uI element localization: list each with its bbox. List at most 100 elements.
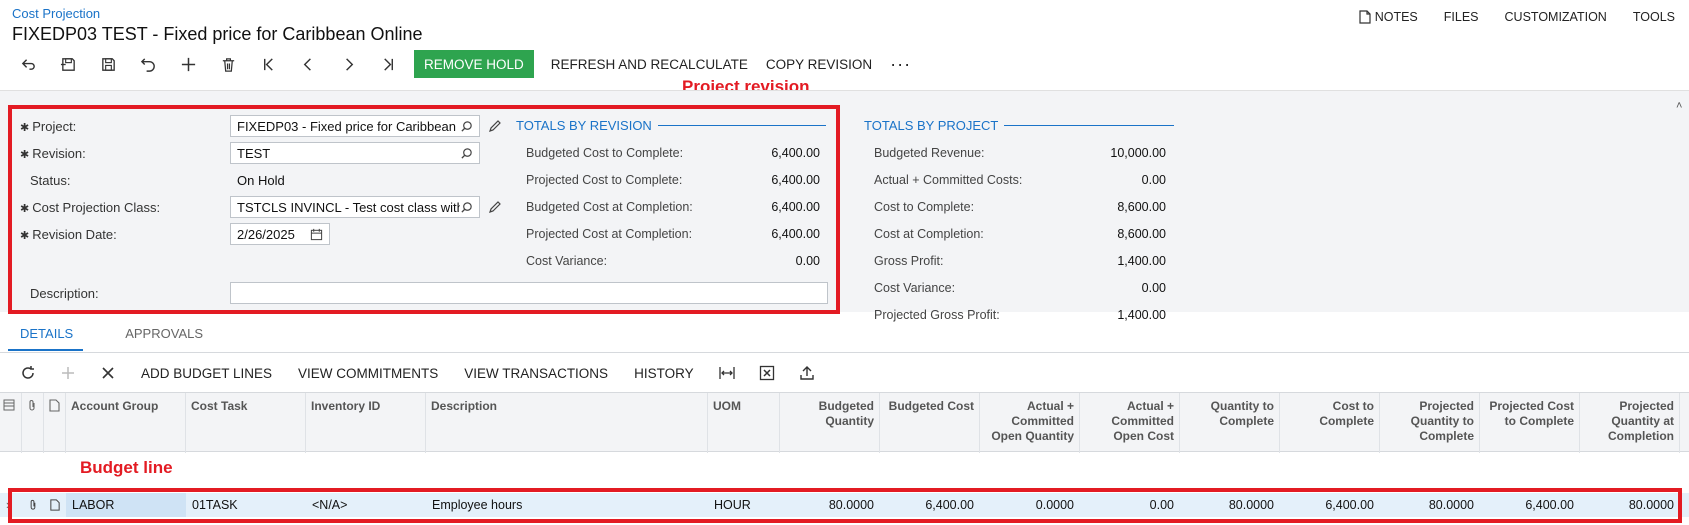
previous-record-button[interactable]	[288, 50, 328, 78]
more-actions-button[interactable]: ···	[890, 53, 912, 74]
note-icon	[49, 399, 60, 412]
column-header-projected-quantity-at-completion[interactable]: Projected Quantity at Completion	[1580, 393, 1680, 453]
tab-approvals[interactable]: APPROVALS	[125, 326, 204, 341]
view-commitments-button[interactable]: VIEW COMMITMENTS	[298, 365, 439, 381]
search-icon[interactable]	[460, 201, 473, 214]
plus-icon	[62, 367, 74, 379]
totals-by-project-header: TOTALS BY PROJECT	[864, 118, 1174, 133]
column-header-budgeted-quantity[interactable]: Budgeted Quantity	[780, 393, 880, 453]
cost-projection-class-label: ✱ Cost Projection Class:	[20, 200, 161, 215]
cost-projection-class-selector[interactable]: TSTCLS INVINCL - Test cost class with in…	[230, 196, 480, 218]
add-budget-lines-button[interactable]: ADD BUDGET LINES	[141, 365, 273, 381]
column-header-cost-task[interactable]: Cost Task	[186, 393, 306, 453]
projected-cost-to-complete-value: 6,400.00	[771, 173, 820, 187]
cell-projected-quantity-to-complete[interactable]: 80.0000	[1428, 498, 1474, 512]
totals-by-revision-header: TOTALS BY REVISION	[516, 118, 826, 133]
table-row[interactable]: › LABOR 01TASK <N/A> Employee hours HOUR…	[0, 493, 1689, 517]
cell-description[interactable]: Employee hours	[432, 498, 523, 512]
budgeted-cost-at-completion-label: Budgeted Cost at Completion:	[526, 200, 693, 214]
column-header-actual-committed-open-cost[interactable]: Actual + Committed Open Cost	[1080, 393, 1180, 453]
row-selector-header[interactable]	[0, 393, 22, 453]
last-record-button[interactable]	[368, 50, 408, 78]
cell-projected-quantity-at-completion[interactable]: 80.0000	[1628, 498, 1674, 512]
cell-budgeted-quantity[interactable]: 80.0000	[828, 498, 874, 512]
edit-class-pencil-icon[interactable]	[488, 200, 502, 214]
annotation-box-budget-line	[8, 488, 1682, 523]
cell-inventory-id[interactable]: <N/A>	[312, 498, 348, 512]
first-record-button[interactable]	[248, 50, 288, 78]
upload-button[interactable]	[787, 360, 827, 386]
revision-cost-variance-value: 0.00	[795, 254, 820, 268]
column-header-description[interactable]: Description	[426, 393, 708, 453]
projected-gross-profit-value: 1,400.00	[1117, 308, 1166, 322]
export-excel-button[interactable]	[747, 360, 787, 386]
refresh-button[interactable]	[8, 360, 48, 386]
files-link[interactable]: FILES	[1443, 10, 1479, 24]
undo-button[interactable]	[128, 50, 168, 78]
cell-cost-task[interactable]: 01TASK	[192, 498, 238, 512]
column-header-projected-cost-to-complete[interactable]: Projected Cost to Complete	[1480, 393, 1580, 453]
fit-width-icon	[718, 367, 735, 379]
delete-row-button[interactable]	[88, 360, 128, 386]
breadcrumb[interactable]: Cost Projection	[12, 6, 101, 21]
required-icon: ✱	[20, 230, 30, 242]
history-button[interactable]: HISTORY	[634, 365, 694, 381]
column-settings-icon	[3, 399, 15, 411]
column-header-actual-committed-open-quantity[interactable]: Actual + Committed Open Quantity	[980, 393, 1080, 453]
page-title: FIXEDP03 TEST - Fixed price for Caribbea…	[12, 24, 423, 44]
column-header-cost-to-complete[interactable]: Cost to Complete	[1280, 393, 1380, 453]
budgeted-cost-to-complete-label: Budgeted Cost to Complete:	[526, 146, 684, 160]
undo-icon	[140, 57, 155, 72]
tools-link[interactable]: TOOLS	[1632, 10, 1675, 24]
last-icon	[383, 57, 393, 71]
cell-uom[interactable]: HOUR	[714, 498, 751, 512]
column-header-budgeted-cost[interactable]: Budgeted Cost	[880, 393, 980, 453]
row-note[interactable]	[44, 493, 66, 517]
view-transactions-button[interactable]: VIEW TRANSACTIONS	[464, 365, 609, 381]
add-row-button[interactable]	[48, 360, 88, 386]
search-icon[interactable]	[460, 120, 473, 133]
save-button[interactable]	[88, 50, 128, 78]
fit-columns-button[interactable]	[707, 360, 747, 386]
remove-hold-button[interactable]: REMOVE HOLD	[414, 50, 534, 78]
column-header-account-group[interactable]: Account Group	[66, 393, 186, 453]
annotation-box-project-revision	[8, 105, 840, 314]
cell-actual-committed-open-quantity[interactable]: 0.0000	[1035, 498, 1074, 512]
notes-link[interactable]: NOTES	[1359, 10, 1418, 24]
column-header-inventory-id[interactable]: Inventory ID	[306, 393, 426, 453]
search-icon[interactable]	[460, 147, 473, 160]
cell-account-group[interactable]: LABOR	[66, 493, 186, 517]
copy-revision-button[interactable]: COPY REVISION	[765, 56, 873, 72]
revision-date-label: ✱ Revision Date:	[20, 227, 117, 242]
add-button[interactable]	[168, 50, 208, 78]
annotation-budget-line: Budget line	[80, 458, 173, 477]
column-header-projected-quantity-to-complete[interactable]: Projected Quantity to Complete	[1380, 393, 1480, 453]
chevron-right-icon	[345, 57, 353, 71]
revision-selector[interactable]: TEST	[230, 142, 480, 164]
revision-date-input[interactable]: 2/26/2025	[230, 223, 330, 245]
cell-projected-cost-to-complete[interactable]: 6,400.00	[1525, 498, 1574, 512]
collapse-panel-icon[interactable]: ˄	[1676, 100, 1683, 112]
cell-cost-to-complete[interactable]: 6,400.00	[1325, 498, 1374, 512]
description-input[interactable]	[230, 282, 828, 304]
column-header-quantity-to-complete[interactable]: Quantity to Complete	[1180, 393, 1280, 453]
calendar-icon[interactable]	[310, 228, 323, 241]
tab-divider	[0, 352, 1689, 353]
refresh-recalculate-button[interactable]: REFRESH AND RECALCULATE	[550, 56, 748, 72]
project-selector[interactable]: FIXEDP03 - Fixed price for Caribbean Onl…	[230, 115, 480, 137]
gross-profit-value: 1,400.00	[1117, 254, 1166, 268]
save-close-button[interactable]	[48, 50, 88, 78]
cell-actual-committed-open-cost[interactable]: 0.00	[1149, 498, 1174, 512]
next-record-button[interactable]	[328, 50, 368, 78]
column-header-uom[interactable]: UOM	[708, 393, 780, 453]
back-button[interactable]	[8, 50, 48, 78]
cell-budgeted-cost[interactable]: 6,400.00	[925, 498, 974, 512]
project-cost-to-complete-label: Cost to Complete:	[874, 200, 975, 214]
cell-quantity-to-complete[interactable]: 80.0000	[1228, 498, 1274, 512]
edit-project-pencil-icon[interactable]	[488, 119, 502, 133]
tab-details[interactable]: DETAILS	[8, 322, 84, 351]
row-attachment[interactable]	[22, 493, 44, 517]
budgeted-revenue-value: 10,000.00	[1110, 146, 1166, 160]
customization-link[interactable]: CUSTOMIZATION	[1504, 10, 1607, 24]
delete-button[interactable]	[208, 50, 248, 78]
